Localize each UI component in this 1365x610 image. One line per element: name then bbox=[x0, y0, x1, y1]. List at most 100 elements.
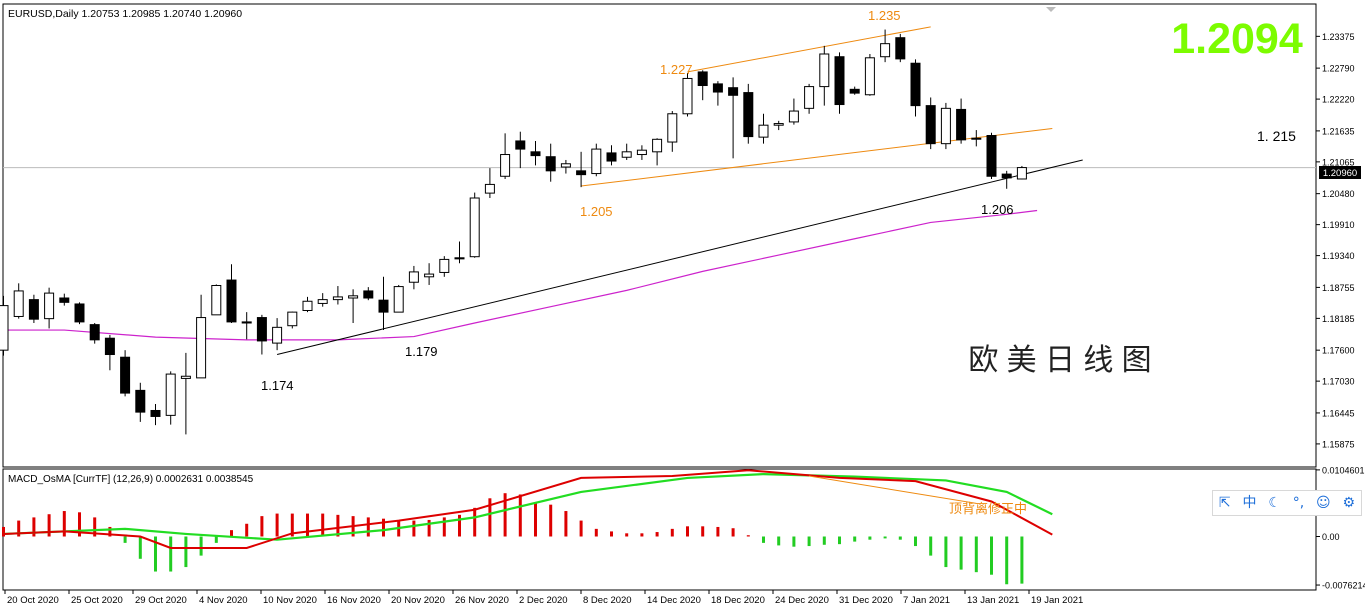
macd-indicator-label: MACD_OsMA [CurrTF] (12,26,9) 0.0002631 0… bbox=[8, 474, 254, 485]
candle bbox=[196, 294, 207, 379]
candle-body-bear bbox=[28, 299, 39, 320]
candle bbox=[880, 29, 891, 63]
ime-resize-icon[interactable]: ⇱ bbox=[1218, 495, 1231, 511]
date-tick-label: 19 Jan 2021 bbox=[1031, 595, 1083, 605]
candle bbox=[302, 296, 313, 313]
candle bbox=[576, 151, 587, 188]
price-tick-label: 1.16445 bbox=[1322, 408, 1355, 418]
macd-main-line bbox=[3, 469, 1053, 549]
candle-body-bear bbox=[454, 257, 465, 260]
macd-tick-label: -0.0076214 bbox=[1322, 581, 1365, 591]
candle bbox=[606, 145, 617, 166]
candle bbox=[348, 289, 359, 323]
candle-body-bull bbox=[636, 149, 647, 156]
date-tick-label: 20 Oct 2020 bbox=[7, 595, 59, 605]
channel-lower-line bbox=[581, 127, 1053, 187]
candle bbox=[864, 53, 875, 96]
price-tick-label: 1.17030 bbox=[1322, 377, 1355, 387]
date-tick-label: 25 Oct 2020 bbox=[71, 595, 123, 605]
candle bbox=[515, 131, 526, 169]
candle-body-bull bbox=[652, 138, 663, 153]
date-tick-label: 14 Dec 2020 bbox=[647, 595, 701, 605]
candle bbox=[135, 382, 146, 422]
candle-body-bull bbox=[804, 86, 815, 109]
label-1206: 1.206 bbox=[981, 202, 1014, 217]
candle bbox=[667, 111, 678, 152]
price-tick-label: 1.22790 bbox=[1322, 64, 1355, 74]
candle bbox=[287, 311, 298, 329]
candle bbox=[256, 314, 267, 355]
symbol-info: EURUSD,Daily 1.20753 1.20985 1.20740 1.2… bbox=[8, 8, 242, 20]
ime-settings-icon[interactable]: ⚙ bbox=[1342, 495, 1356, 511]
candle-body-bull bbox=[393, 286, 404, 313]
candle-body-bull bbox=[621, 151, 632, 158]
label-1227: 1.227 bbox=[660, 62, 693, 77]
candle bbox=[74, 302, 85, 325]
ime-user-icon[interactable]: ☺ bbox=[1316, 495, 1331, 511]
ime-toolbar[interactable]: ⇱ 中 ☾ °, ☺ ⚙ bbox=[1212, 490, 1362, 516]
candle-body-bear bbox=[241, 321, 252, 324]
candle bbox=[104, 334, 115, 371]
candle bbox=[743, 83, 754, 144]
ime-punctuation-icon[interactable]: °, bbox=[1292, 495, 1305, 511]
candle-body-bull bbox=[560, 163, 571, 168]
price-tick-label: 1.19340 bbox=[1322, 251, 1355, 261]
candle-body-bull bbox=[591, 148, 602, 175]
ime-chinese-mode-button[interactable]: 中 bbox=[1242, 495, 1257, 511]
candle bbox=[819, 45, 830, 106]
candle-body-bull bbox=[469, 197, 480, 258]
level-label-1215: 1. 215 bbox=[1257, 128, 1296, 144]
date-tick-label: 4 Nov 2020 bbox=[199, 595, 248, 605]
candle-body-bear bbox=[226, 279, 237, 323]
candle bbox=[682, 73, 693, 117]
price-tick-label: 1.17600 bbox=[1322, 346, 1355, 356]
candle-body-bear bbox=[895, 37, 906, 60]
price-tick-label: 1.18185 bbox=[1322, 314, 1355, 324]
candle-body-bear bbox=[89, 324, 100, 341]
candle bbox=[728, 77, 739, 159]
candle-body-bull bbox=[272, 326, 283, 344]
candle bbox=[849, 86, 860, 95]
candle-body-bull bbox=[408, 271, 419, 283]
candle-body-bear bbox=[834, 56, 845, 106]
candle bbox=[925, 97, 936, 150]
candle-body-bull bbox=[348, 295, 359, 299]
candle bbox=[317, 293, 328, 307]
candle bbox=[591, 143, 602, 177]
candle bbox=[150, 403, 161, 426]
macd-tick-label: 0.0104601 bbox=[1322, 465, 1365, 475]
candle bbox=[484, 168, 495, 199]
scroll-marker-icon bbox=[1046, 7, 1056, 12]
candle-body-bear bbox=[545, 156, 556, 172]
candle bbox=[180, 352, 191, 435]
candle-body-bull bbox=[180, 375, 191, 379]
candle-body-bear bbox=[256, 317, 267, 342]
candle-body-bear bbox=[120, 356, 131, 394]
candle bbox=[408, 265, 419, 290]
price-panel-frame bbox=[2, 3, 1317, 468]
price-tick-label: 1.21065 bbox=[1322, 157, 1355, 167]
candle-body-bull bbox=[317, 299, 328, 304]
candle-body-bull bbox=[758, 124, 769, 138]
candle bbox=[363, 287, 374, 301]
price-tick-label: 1.15875 bbox=[1322, 439, 1355, 449]
candle-body-bull bbox=[819, 53, 830, 88]
ime-moon-icon[interactable]: ☾ bbox=[1268, 495, 1281, 511]
candle bbox=[272, 318, 283, 351]
price-tick-label: 1.18755 bbox=[1322, 283, 1355, 293]
date-tick-label: 26 Nov 2020 bbox=[455, 595, 509, 605]
candle-body-bear bbox=[910, 62, 921, 107]
candle-body-bull bbox=[332, 296, 343, 301]
candle-body-bull bbox=[13, 290, 24, 317]
channel-upper-line bbox=[687, 26, 931, 73]
price-tick-label: 1.19910 bbox=[1322, 220, 1355, 230]
price-tick-label: 1.20480 bbox=[1322, 189, 1355, 199]
date-tick-label: 29 Oct 2020 bbox=[135, 595, 187, 605]
date-tick-label: 16 Nov 2020 bbox=[327, 595, 381, 605]
candle bbox=[165, 371, 176, 425]
candle-body-bull bbox=[424, 273, 435, 278]
date-tick-label: 10 Nov 2020 bbox=[263, 595, 317, 605]
candle bbox=[120, 350, 131, 397]
candle bbox=[226, 264, 237, 323]
candle-body-bull bbox=[211, 284, 222, 316]
